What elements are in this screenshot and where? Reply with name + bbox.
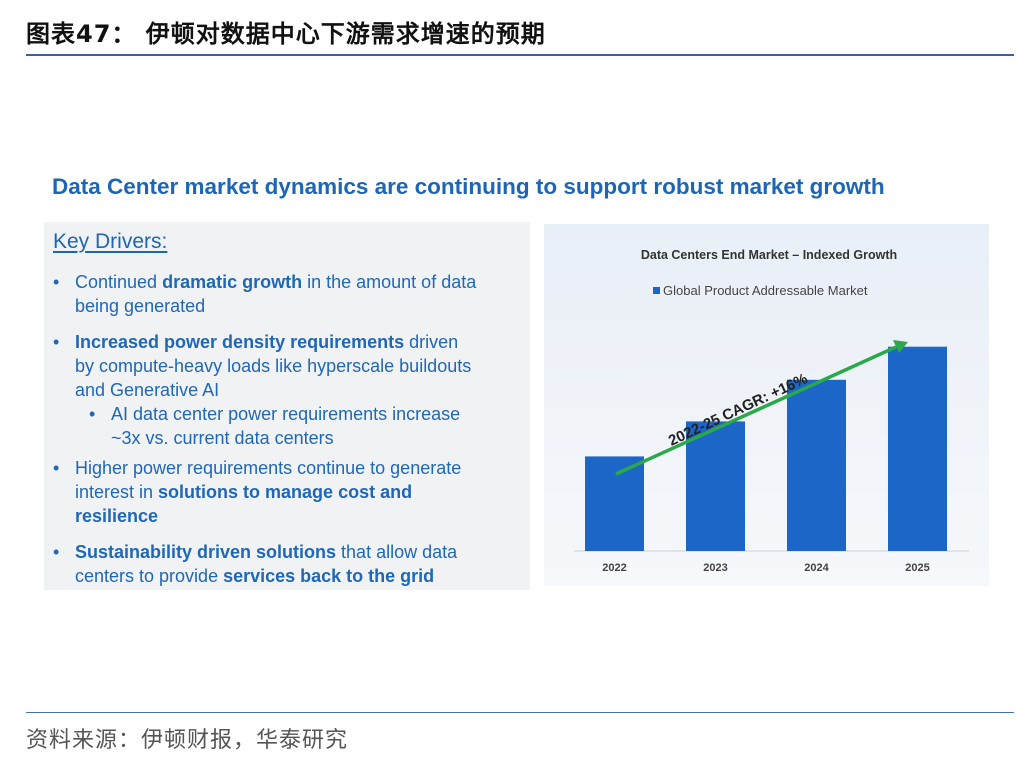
source-note: 资料来源：伊顿财报，华泰研究 [26,728,349,753]
x-tick-label: 2023 [703,562,727,574]
bullet-dot: • [53,542,60,562]
bar-2024 [787,379,846,551]
bullet-higher-power: • Higher power requirements continue to … [53,458,462,526]
chart-title: Data Centers End Market – Indexed Growth [641,248,897,262]
key-drivers-panel: Key Drivers: • Continued dramatic growth… [44,222,530,590]
bar-2023 [686,421,745,551]
legend-swatch [653,287,660,294]
cagr-arrow-line [615,345,897,476]
bullet-dot: • [53,458,60,478]
sub-bullet-ai-power: • AI data center power requirements incr… [89,404,461,448]
cagr-arrow-head [893,340,908,353]
bullet-dramatic-growth: • Continued dramatic growth in the amoun… [53,272,477,316]
bar-2025 [888,346,947,551]
slide-title: Data Center market dynamics are continui… [52,174,885,199]
legend-label: Global Product Addressable Market [663,283,868,298]
figure-title: 图表47： 伊顿对数据中心下游需求增速的预期 [26,20,546,48]
bullet-dot: • [53,272,60,292]
indexed-growth-chart: Data Centers End Market – Indexed Growth… [544,224,989,586]
bar-2022 [585,456,644,551]
chart-panel: Data Centers End Market – Indexed Growth… [544,224,989,586]
key-drivers-heading: Key Drivers: [53,230,168,253]
title-rule [26,54,1014,56]
x-tick-label: 2024 [804,562,829,574]
bullet-dot: • [53,332,60,352]
x-tick-label: 2022 [602,562,626,574]
cagr-arrow [615,340,908,476]
bullet-dot: • [89,404,96,424]
bullet-power-density: • Increased power density requirements d… [53,332,472,400]
source-rule [26,712,1014,713]
bullet-sustainability: • Sustainability driven solutions that a… [53,542,458,586]
x-tick-label: 2025 [905,562,929,574]
